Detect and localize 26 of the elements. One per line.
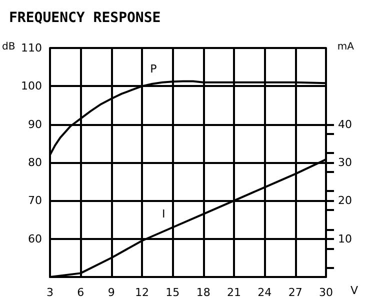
- x-tick-label: 24: [258, 286, 272, 298]
- y-tick-label: 80: [28, 156, 42, 169]
- y2-tick-label: 40: [338, 118, 352, 131]
- x-tick-label: 12: [135, 286, 149, 298]
- x-tick-label: 30: [319, 286, 333, 298]
- y-tick-label: 100: [21, 80, 42, 93]
- x-tick-label: 9: [108, 286, 115, 298]
- chart-title: FREQUENCY RESPONSE: [9, 10, 161, 26]
- x-tick-label: 21: [227, 286, 241, 298]
- x-axis-title: V: [350, 284, 358, 297]
- y-tick-label: 90: [28, 118, 42, 131]
- y2-tick-label: 10: [338, 232, 352, 246]
- x-tick-label: 15: [166, 286, 180, 298]
- x-tick-label: 3: [46, 286, 54, 298]
- y-tick-label: 60: [28, 232, 42, 246]
- y2-axis-title: mA: [337, 42, 354, 52]
- y-tick-label: 110: [21, 42, 42, 54]
- x-tick-label: 6: [77, 286, 84, 298]
- x-tick-label: 18: [196, 286, 210, 298]
- y-tick-label: 70: [28, 194, 42, 208]
- series-label: P: [150, 62, 158, 76]
- series-label: I: [162, 207, 166, 220]
- y-axis-title: dB: [2, 42, 16, 52]
- y2-tick-label: 20: [338, 194, 352, 208]
- x-tick-label: 27: [288, 286, 302, 298]
- y2-tick-label: 30: [338, 156, 352, 169]
